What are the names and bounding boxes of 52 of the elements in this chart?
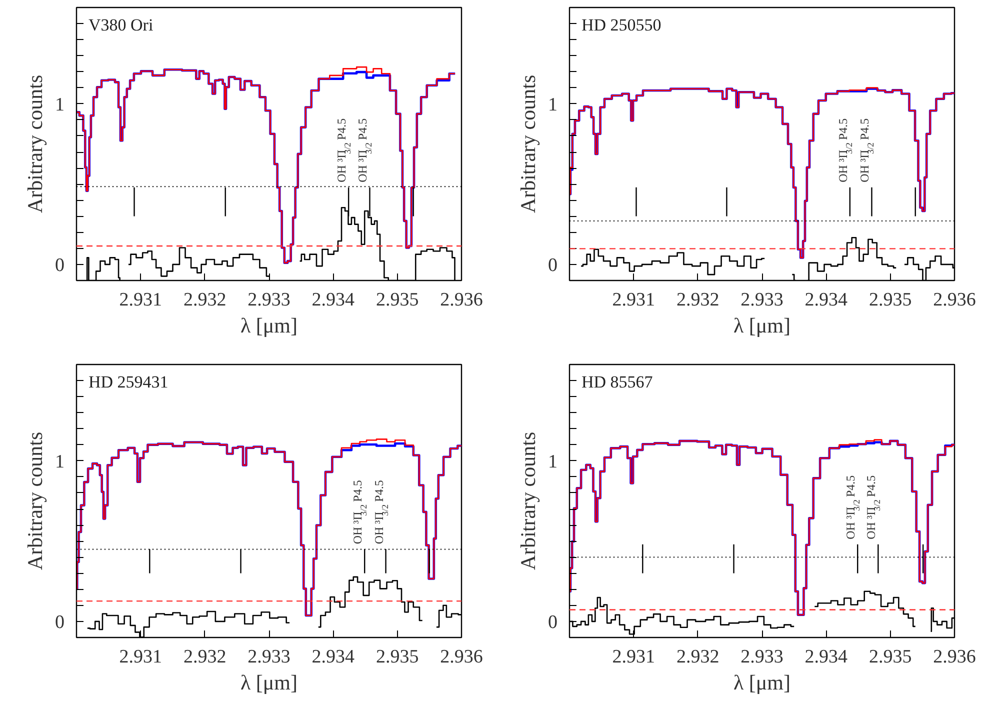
y-tick-label: 1 bbox=[55, 451, 64, 472]
x-tick-label: 2.935 bbox=[376, 290, 419, 310]
y-tick-label: 1 bbox=[548, 94, 558, 116]
x-tick-label: 2.932 bbox=[676, 646, 720, 668]
text: V380 Ori bbox=[88, 16, 154, 34]
x-tick-label: 2.933 bbox=[248, 646, 290, 668]
x-tick-label: 2.934 bbox=[804, 290, 848, 310]
text: OH ³Π3/2 P4.5 bbox=[356, 118, 374, 182]
y-axis-title: Arbitrary counts bbox=[516, 74, 540, 214]
x-tick-label: 2.936 bbox=[933, 290, 976, 310]
x-tick-label: 2.934 bbox=[312, 646, 356, 668]
text: OH ³Π3/2 P4.5 bbox=[350, 480, 369, 544]
text: OH ³Π3/2 P4.5 bbox=[372, 480, 390, 544]
x-tick-label: 2.936 bbox=[933, 646, 976, 668]
x-axis-title: λ [μm] bbox=[733, 670, 791, 694]
text: OH ³Π3/2 P4.5 bbox=[864, 475, 882, 540]
x-tick-label: 2.935 bbox=[376, 646, 419, 668]
x-tick-label: 2.931 bbox=[119, 646, 162, 668]
y-tick-label: 1 bbox=[55, 94, 64, 116]
y-tick-label: 0 bbox=[55, 612, 64, 633]
x-tick-label: 2.931 bbox=[612, 290, 656, 310]
x-tick-label: 2.932 bbox=[183, 290, 226, 310]
x-tick-label: 2.933 bbox=[248, 290, 290, 310]
x-tick-label: 2.931 bbox=[119, 290, 162, 310]
text: OH ³Π3/2 P4.5 bbox=[844, 475, 862, 540]
y-tick-label: 0 bbox=[548, 254, 558, 276]
x-tick-label: 2.933 bbox=[740, 290, 784, 310]
text: OH ³Π3/2 P4.5 bbox=[836, 118, 854, 182]
x-tick-label: 2.933 bbox=[740, 646, 784, 668]
y-tick-label: 0 bbox=[55, 254, 64, 276]
x-tick-label: 2.934 bbox=[804, 646, 848, 668]
y-tick-label: 1 bbox=[548, 451, 558, 472]
x-tick-label: 2.936 bbox=[440, 646, 483, 668]
y-tick-label: 0 bbox=[548, 612, 558, 633]
x-tick-label: 2.932 bbox=[676, 290, 720, 310]
x-tick-label: 2.935 bbox=[868, 646, 912, 668]
x-tick-label: 2.936 bbox=[440, 290, 483, 310]
x-axis-title: λ [μm] bbox=[240, 314, 298, 338]
y-axis-title: Arbitrary counts bbox=[516, 432, 540, 570]
x-axis-title: λ [μm] bbox=[733, 314, 791, 338]
text: HD 85567 bbox=[582, 372, 654, 392]
text: OH ³Π3/2 P4.5 bbox=[858, 118, 876, 182]
y-axis-title: Arbitrary counts bbox=[23, 74, 47, 214]
x-tick-label: 2.932 bbox=[183, 646, 226, 668]
x-tick-label: 2.934 bbox=[312, 290, 356, 310]
text: HD 259431 bbox=[88, 372, 168, 392]
y-axis-title: Arbitrary counts bbox=[23, 432, 47, 570]
x-tick-label: 2.935 bbox=[868, 290, 912, 310]
text: OH ³Π3/2 P4.5 bbox=[334, 118, 353, 182]
text: HD 250550 bbox=[582, 16, 662, 34]
x-axis-title: λ [μm] bbox=[240, 670, 298, 694]
x-tick-label: 2.931 bbox=[612, 646, 656, 668]
